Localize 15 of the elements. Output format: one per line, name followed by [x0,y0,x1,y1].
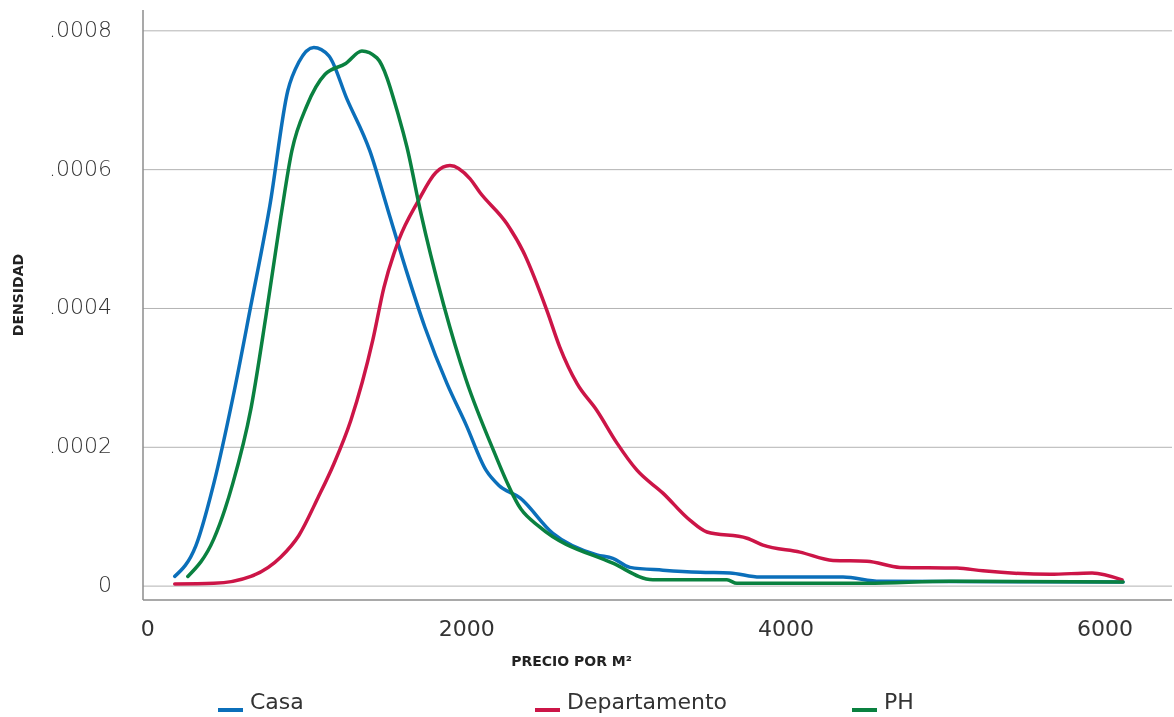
line-series [173,163,1124,586]
x-axis-title: PRECIO POR M² [511,653,632,669]
legend-label: Casa [250,689,304,714]
y-tick-label: .0002 [49,433,112,459]
x-tick-label: 4000 [757,616,814,641]
y-tick-label: .0008 [49,16,112,42]
x-tick-label: 2000 [438,616,495,641]
y-tick-label: .0006 [49,155,112,181]
legend-label: Departamento [567,689,728,714]
y-tick-label: .0004 [49,294,112,320]
x-tick-label: 0 [140,616,155,641]
y-axis-title: DENSIDAD [10,253,26,337]
x-tick-label: 6000 [1077,616,1133,641]
y-tick-label: 0 [98,572,112,598]
legend-label: PH [884,689,914,714]
